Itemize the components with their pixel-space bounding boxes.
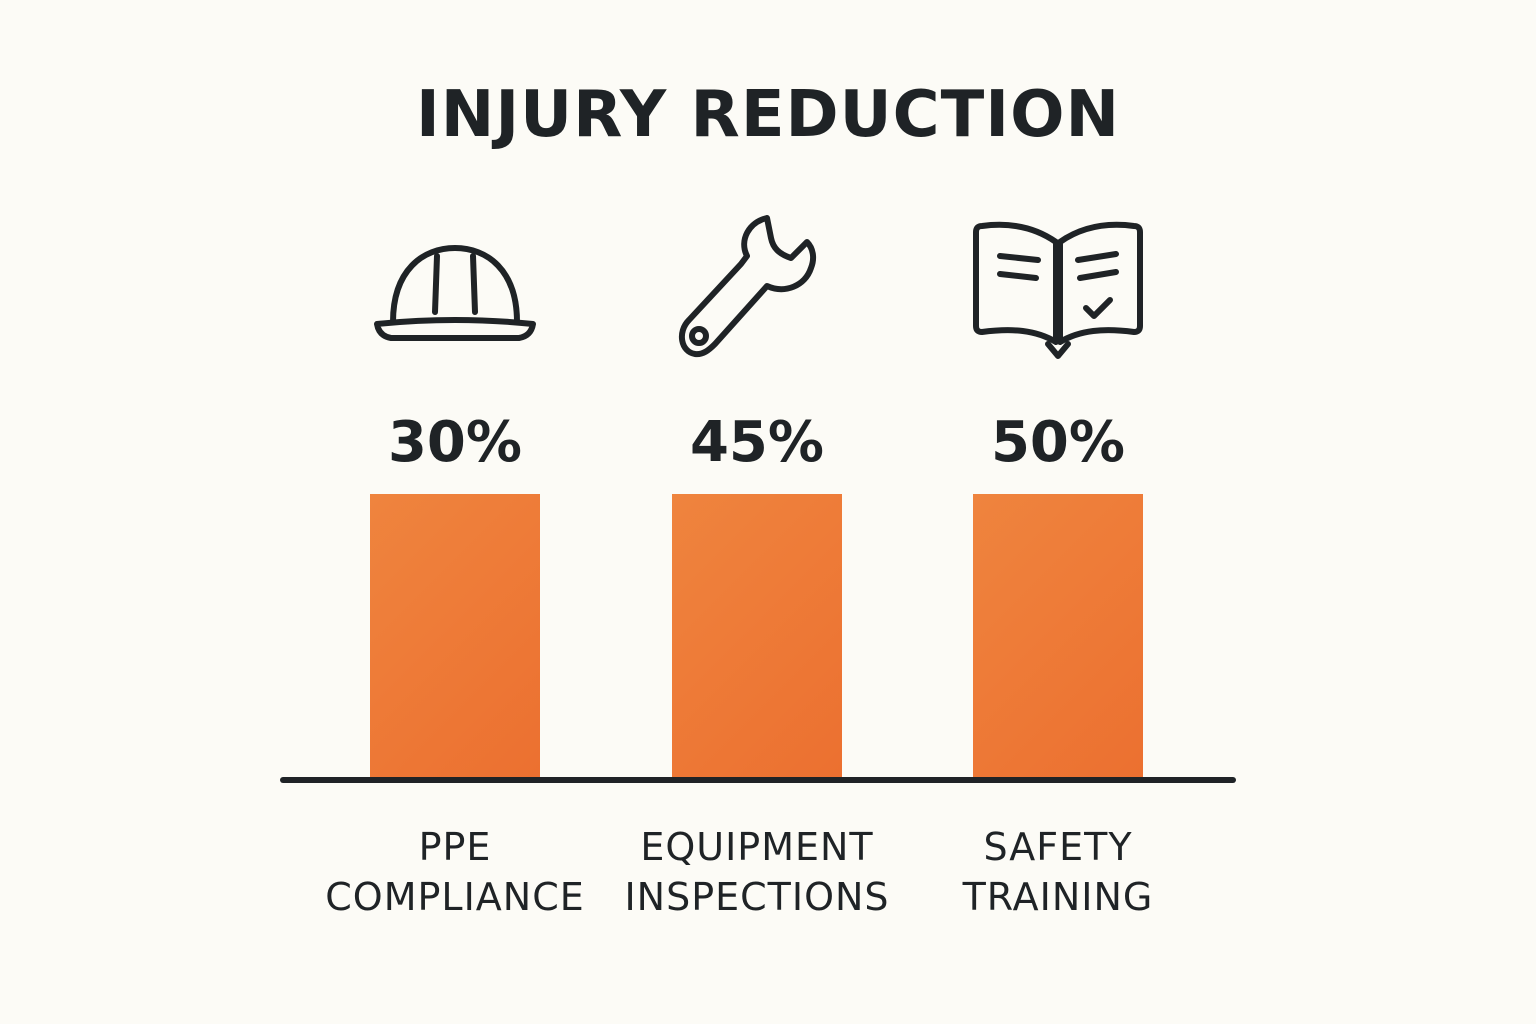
wrench-icon (667, 212, 847, 372)
hard-hat-icon (365, 212, 545, 372)
bar (370, 494, 540, 778)
book-check-icon (968, 212, 1148, 372)
category-label: EQUIPMENT INSPECTIONS (597, 822, 917, 922)
category-label: PPE COMPLIANCE (295, 822, 615, 922)
bar-value-label: 45% (689, 410, 825, 475)
bar-value-label: 50% (990, 410, 1126, 475)
bar-value-label: 30% (387, 410, 523, 475)
x-axis-baseline (280, 777, 1236, 783)
category-label: SAFETY TRAINING (898, 822, 1218, 922)
category-label-line: SAFETY (983, 825, 1133, 869)
category-label-line: TRAINING (962, 875, 1154, 919)
category-label-line: INSPECTIONS (624, 875, 890, 919)
bar (672, 494, 842, 778)
chart-title: INJURY REDUCTION (415, 78, 1121, 152)
bar (973, 494, 1143, 778)
category-label-line: COMPLIANCE (325, 875, 585, 919)
category-label-line: PPE (418, 825, 492, 869)
category-label-line: EQUIPMENT (640, 825, 874, 869)
